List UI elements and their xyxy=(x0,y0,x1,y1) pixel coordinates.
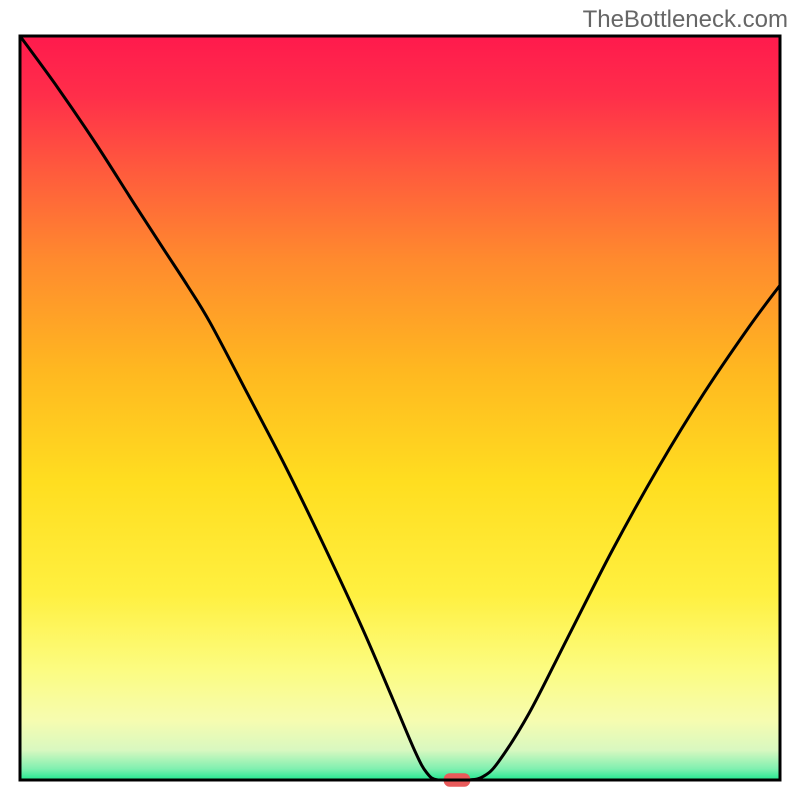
bottleneck-chart xyxy=(0,0,800,800)
chart-container: TheBottleneck.com xyxy=(0,0,800,800)
plot-background xyxy=(20,36,780,780)
watermark-text: TheBottleneck.com xyxy=(583,6,788,34)
